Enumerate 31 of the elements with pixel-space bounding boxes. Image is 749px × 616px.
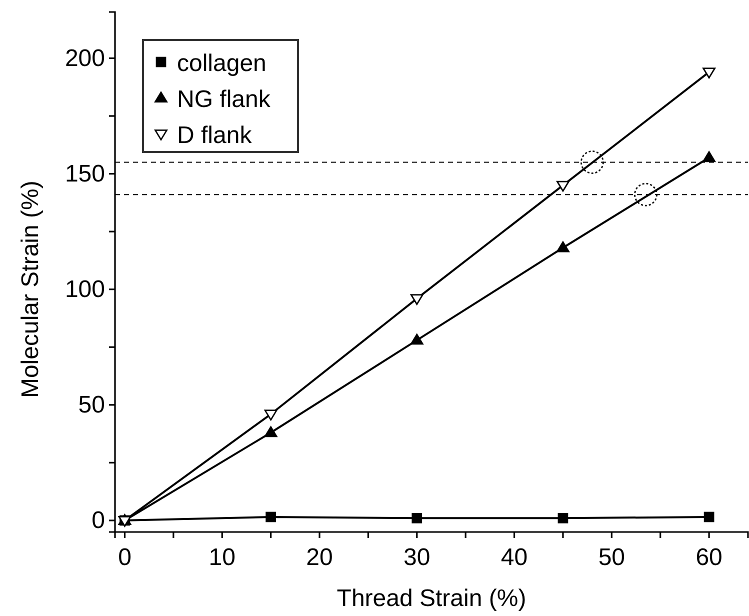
point [266,512,276,522]
point [558,512,568,524]
point [410,294,424,305]
point [580,150,604,174]
point [702,68,716,78]
x-tick-label: 30 [404,544,430,572]
point [556,180,570,192]
y-tick-label: 0 [92,507,105,534]
y-tick-label: 200 [64,44,105,72]
x-tick-label: 60 [696,544,722,572]
point [704,512,714,522]
y-axis-title: Molecular Strain (%) [17,180,44,398]
point [634,182,658,206]
point [264,426,278,438]
x-tick-label: 40 [500,544,528,572]
x-tick-label: 50 [598,544,626,572]
x-axis-title: Thread Strain (%) [336,585,526,612]
x-tick-label: 0 [118,544,132,572]
point [556,241,570,252]
x-tick-label: 20 [306,544,333,572]
x-tick-label: 10 [208,544,236,572]
y-tick-label: 150 [64,160,105,188]
legend-label: NG flank [177,86,272,113]
point [702,151,716,162]
point [412,512,422,524]
legend-label: collagen [177,50,266,77]
y-tick-label: 100 [64,276,105,304]
point [410,334,424,345]
point [264,410,278,421]
legend-label: D flank [177,122,253,149]
y-tick-label: 50 [78,392,105,419]
